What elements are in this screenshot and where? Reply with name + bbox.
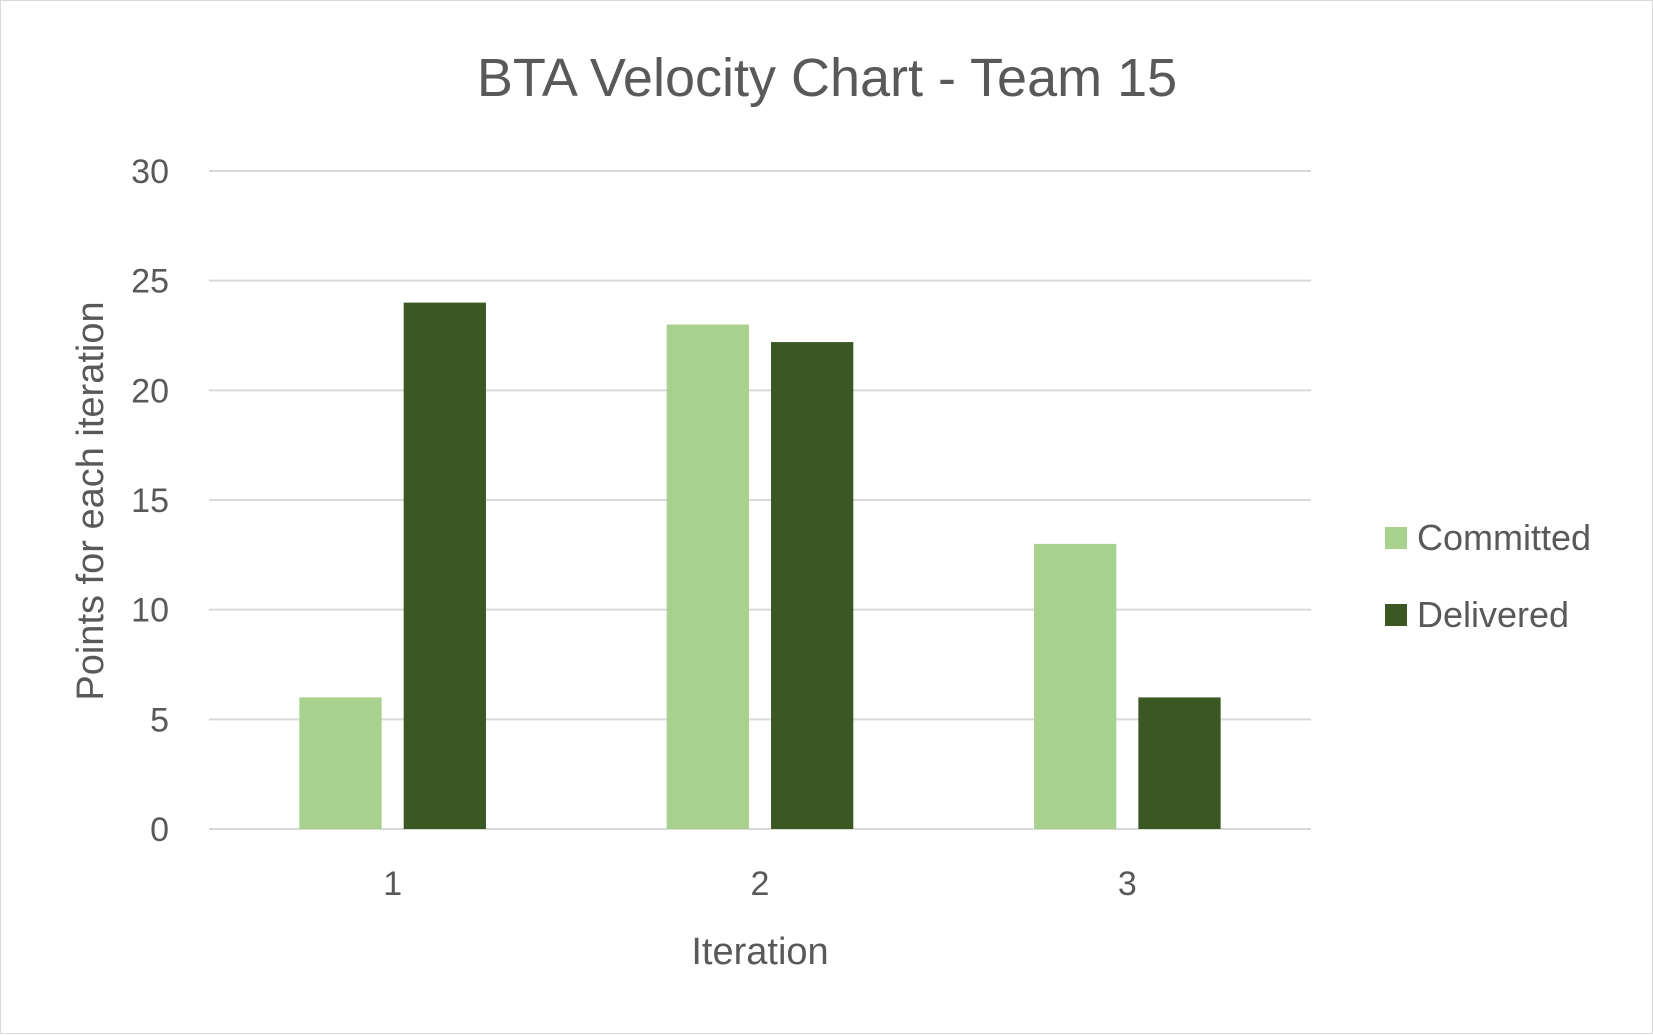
bar-delivered-3 — [1138, 697, 1221, 829]
x-tick-label: 3 — [1118, 865, 1137, 903]
y-tick-label: 5 — [150, 701, 169, 739]
y-axis-label: Points for each iteration — [70, 301, 112, 700]
bars — [299, 302, 1221, 830]
gridlines — [209, 170, 1311, 830]
bar-committed-2 — [666, 324, 749, 829]
y-axis-ticks: 0 5 10 15 20 25 30 — [131, 153, 169, 849]
bar-delivered-1 — [403, 302, 486, 830]
x-axis-label: Iteration — [691, 931, 828, 973]
legend-label-delivered: Delivered — [1417, 594, 1569, 635]
y-tick-label: 0 — [150, 811, 169, 849]
legend: Committed Delivered — [1385, 517, 1591, 635]
y-tick-label: 30 — [131, 153, 169, 191]
legend-swatch-committed — [1385, 527, 1407, 549]
legend-label-committed: Committed — [1417, 517, 1591, 558]
x-tick-label: 2 — [751, 865, 770, 903]
x-tick-label: 1 — [383, 865, 402, 903]
legend-swatch-delivered — [1385, 604, 1407, 626]
bar-delivered-2 — [771, 342, 854, 829]
y-tick-label: 15 — [131, 482, 169, 520]
y-tick-label: 25 — [131, 263, 169, 301]
y-tick-label: 20 — [131, 372, 169, 410]
bar-committed-1 — [299, 697, 382, 829]
chart-title: BTA Velocity Chart - Team 15 — [477, 48, 1177, 108]
y-tick-label: 10 — [131, 592, 169, 630]
bar-committed-3 — [1034, 543, 1117, 829]
x-axis-ticks: 1 2 3 — [383, 865, 1137, 903]
